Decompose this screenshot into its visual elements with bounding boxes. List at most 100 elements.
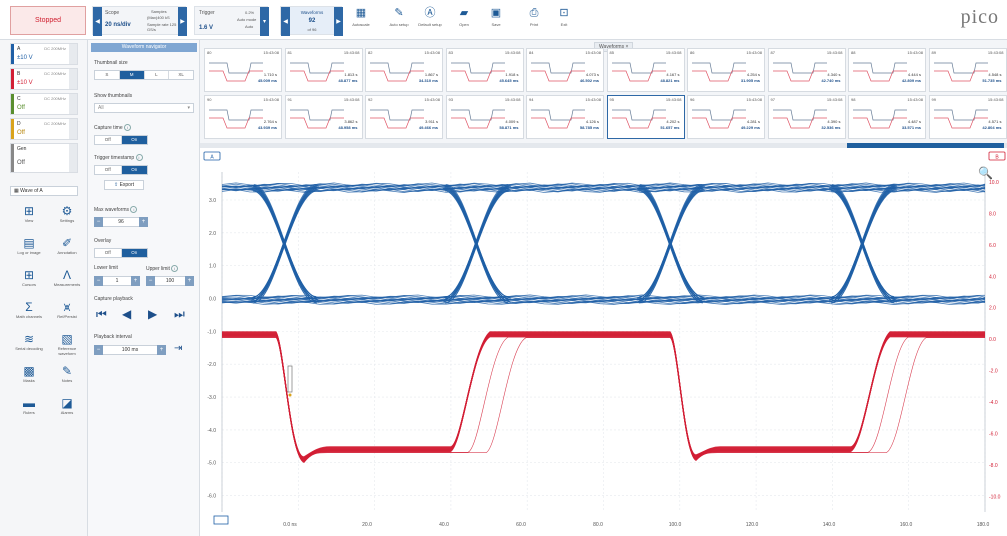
timebase-up-button[interactable]: ▶ (178, 7, 187, 36)
waveform-thumbnail[interactable]: 87 15:43:08 4.340 s 42.740 ms (767, 48, 846, 92)
timebase-value[interactable]: 20 ns/div (105, 22, 131, 28)
play-icon[interactable]: ▶ (148, 307, 158, 321)
waveform-thumbnail[interactable]: 84 15:43:08 4.073 s 46.502 ms (526, 48, 604, 92)
tool-reference[interactable]: ▧ Reference waveform (50, 332, 84, 362)
channel-d-options[interactable] (69, 119, 77, 139)
decrement-button[interactable]: − (94, 217, 103, 227)
tool-notes[interactable]: ✎ Notes (50, 364, 84, 394)
skip-last-icon[interactable]: ⏭ (174, 307, 185, 321)
thumbnail-scrollbar[interactable] (200, 143, 1007, 148)
tool-serial[interactable]: ≋ Serial decoding (12, 332, 46, 362)
thumb-number: 92 (368, 97, 373, 102)
waveform-thumbnail[interactable]: 93 15:43:08 4.009 s 58.871 ms (445, 95, 524, 139)
channel-c-options[interactable] (69, 94, 77, 114)
waveform-thumbnail[interactable]: 95 15:43:08 4.202 s 51.657 ms (606, 95, 685, 139)
waveform-thumbnail[interactable]: 88 15:43:08 4.444 s 42.809 ms (848, 48, 926, 92)
arrow-right-icon[interactable]: ⇥ (174, 343, 183, 354)
save-button[interactable]: ▣ Save (490, 7, 502, 27)
channel-b-button[interactable]: B ±10 V DC 200MHz (10, 68, 78, 90)
waveform-thumbnail[interactable]: 86 15:43:08 4.254 s 31.905 ms (687, 48, 765, 92)
zoom-icon[interactable]: 🔍 (978, 166, 993, 180)
waveform-thumbnail[interactable]: 80 15:43:08 1.710 s 45.009 ms (204, 48, 282, 92)
waveform-next-button[interactable]: ▶ (334, 7, 343, 36)
increment-button[interactable]: + (139, 217, 148, 227)
timebase-down-button[interactable]: ◀ (93, 7, 102, 36)
waveform-number[interactable]: 92 (308, 18, 316, 24)
tool-view[interactable]: ⊞ View (12, 204, 46, 234)
info-icon[interactable]: i (135, 154, 143, 161)
auto-setup-button[interactable]: ✎ Auto setup (389, 7, 409, 27)
thumb-size-xl[interactable]: XL (178, 72, 184, 77)
autoscale-button[interactable]: ▦ Autoscale (352, 7, 370, 27)
trigger-timestamp-toggle[interactable]: Off On (94, 165, 148, 175)
overlay-toggle[interactable]: Off On (94, 248, 148, 258)
skip-first-icon[interactable]: ⏮ (96, 307, 107, 321)
channel-b-options[interactable] (69, 69, 77, 89)
tool-measurements[interactable]: Λ Measurements (50, 268, 84, 298)
tool-masks[interactable]: ▩ Masks (12, 364, 46, 394)
waveform-thumbnail[interactable]: 96 15:43:08 4.281 s 49.229 ms (687, 95, 765, 139)
tool-ref-persist[interactable]: ⩙ Ref/Persist (50, 300, 84, 330)
waveform-thumbnail[interactable]: 85 15:43:08 4.167 s 48.821 ms (606, 48, 685, 92)
waveform-prev-button[interactable]: ◀ (281, 7, 290, 36)
thumb-value-2: 43.939 ms (257, 125, 277, 130)
channel-a-trace-rise (252, 190, 318, 304)
max-waveforms-stepper[interactable]: −96 + (94, 217, 148, 227)
waveform-thumbnail[interactable]: 98 15:43:08 4.487 s 33.571 ms (848, 95, 926, 139)
playback-interval-stepper[interactable]: −100 ms + (94, 345, 166, 355)
waveform-navigator-panel: Waveform navigator Thumbnail size S M L … (88, 40, 200, 536)
info-icon[interactable]: i (130, 206, 138, 213)
thumb-size-selector[interactable]: S M L XL (94, 70, 194, 80)
print-button[interactable]: ⎙ Print (520, 6, 548, 36)
waveform-thumbnail[interactable]: 92 15:43:08 3.911 s 49.466 ms (365, 95, 443, 139)
waveform-thumbnail[interactable]: 83 15:43:08 1.918 s 45.645 ms (445, 48, 524, 92)
waveform-thumbnail[interactable]: 89 15:43:08 4.548 s 51.735 ms (928, 48, 1007, 92)
info-icon[interactable]: i (171, 265, 179, 272)
tool-settings[interactable]: ⚙ Settings (50, 204, 84, 234)
thumb-time: 15:43:08 (504, 50, 521, 55)
thumb-size-s[interactable]: S (95, 71, 120, 79)
channel-a-options[interactable] (69, 44, 77, 64)
thumb-size-l[interactable]: L (145, 71, 170, 79)
tool-alarms[interactable]: ◪ Alarms (50, 396, 84, 426)
trigger-mode-value[interactable]: Auto (245, 24, 254, 29)
waveform-thumbnail[interactable]: 90 15:43:08 2.764 s 43.939 ms (204, 95, 282, 139)
close-icon[interactable]: × (625, 44, 629, 50)
exit-button[interactable]: ⊡ Exit (550, 6, 578, 36)
trigger-menu-button[interactable]: ▾ (260, 7, 269, 36)
export-button[interactable]: ⇪ Export (104, 180, 144, 190)
waveform-thumbnail[interactable]: 91 15:43:08 3.862 s 48.958 ms (284, 95, 363, 139)
scrollbar-thumb[interactable] (847, 143, 1004, 148)
step-back-icon[interactable]: ◀ (122, 307, 132, 321)
trigger-control: Trigger 1.6 V 0.2% Auto mode Auto ▾ (194, 6, 269, 36)
generator-button[interactable]: Gen Off (10, 143, 78, 173)
run-stop-button[interactable]: Stopped (10, 6, 86, 35)
info-icon[interactable]: i (124, 124, 132, 131)
scope-view[interactable]: 3.0 2.0 1.0 0.0 -1.0 -2.0 -3.0 -4.0 -5.0 -6.0 10.0… (200, 150, 1007, 536)
thumb-value-1: 1.918 s (505, 72, 519, 77)
default-setup-button[interactable]: Ⓐ Default setup (418, 7, 442, 27)
channel-d-button[interactable]: D Off DC 200MHz (10, 118, 78, 140)
oscilloscope-plot[interactable]: 3.0 2.0 1.0 0.0 -1.0 -2.0 -3.0 -4.0 -5.0 -6.0 10.0… (200, 150, 1007, 536)
open-button[interactable]: ▰ Open (450, 6, 478, 36)
waveform-thumbnail[interactable]: 99 15:43:08 4.571 s 42.804 ms (928, 95, 1007, 139)
waveform-thumbnail[interactable]: 81 15:43:08 1.813 s 48.877 ms (284, 48, 363, 92)
generator-options[interactable] (69, 144, 77, 172)
capture-time-toggle[interactable]: Off On (94, 135, 148, 145)
waveform-count-dropdown[interactable]: ▦ Wave of A (10, 186, 78, 196)
channel-a-button[interactable]: A ±10 V DC 200MHz (10, 43, 78, 65)
tool-cursors[interactable]: ⊞ Cursors (12, 268, 46, 298)
waveform-thumbnail[interactable]: 97 15:43:08 4.390 s 32.536 ms (767, 95, 846, 139)
waveform-thumbnail[interactable]: 82 15:43:08 1.867 s 34.310 ms (365, 48, 443, 92)
tool-annotation[interactable]: ✐ Annotation (50, 236, 84, 266)
channel-c-button[interactable]: C Off DC 200MHz (10, 93, 78, 115)
tool-math[interactable]: Σ Math channels (12, 300, 46, 330)
lower-limit-stepper[interactable]: −1 + (94, 276, 140, 286)
upper-limit-stepper[interactable]: −100 + (146, 276, 194, 286)
thumb-size-m[interactable]: M (119, 71, 145, 79)
waveform-thumbnail[interactable]: 94 15:43:08 4.126 s 58.785 ms (526, 95, 604, 139)
show-thumbs-dropdown[interactable]: All ▾ (94, 103, 194, 113)
tool-log[interactable]: ▤ Log or image (12, 236, 46, 266)
trigger-level[interactable]: 1.6 V (199, 25, 214, 31)
tool-rulers[interactable]: ▬ Rulers (12, 396, 46, 426)
